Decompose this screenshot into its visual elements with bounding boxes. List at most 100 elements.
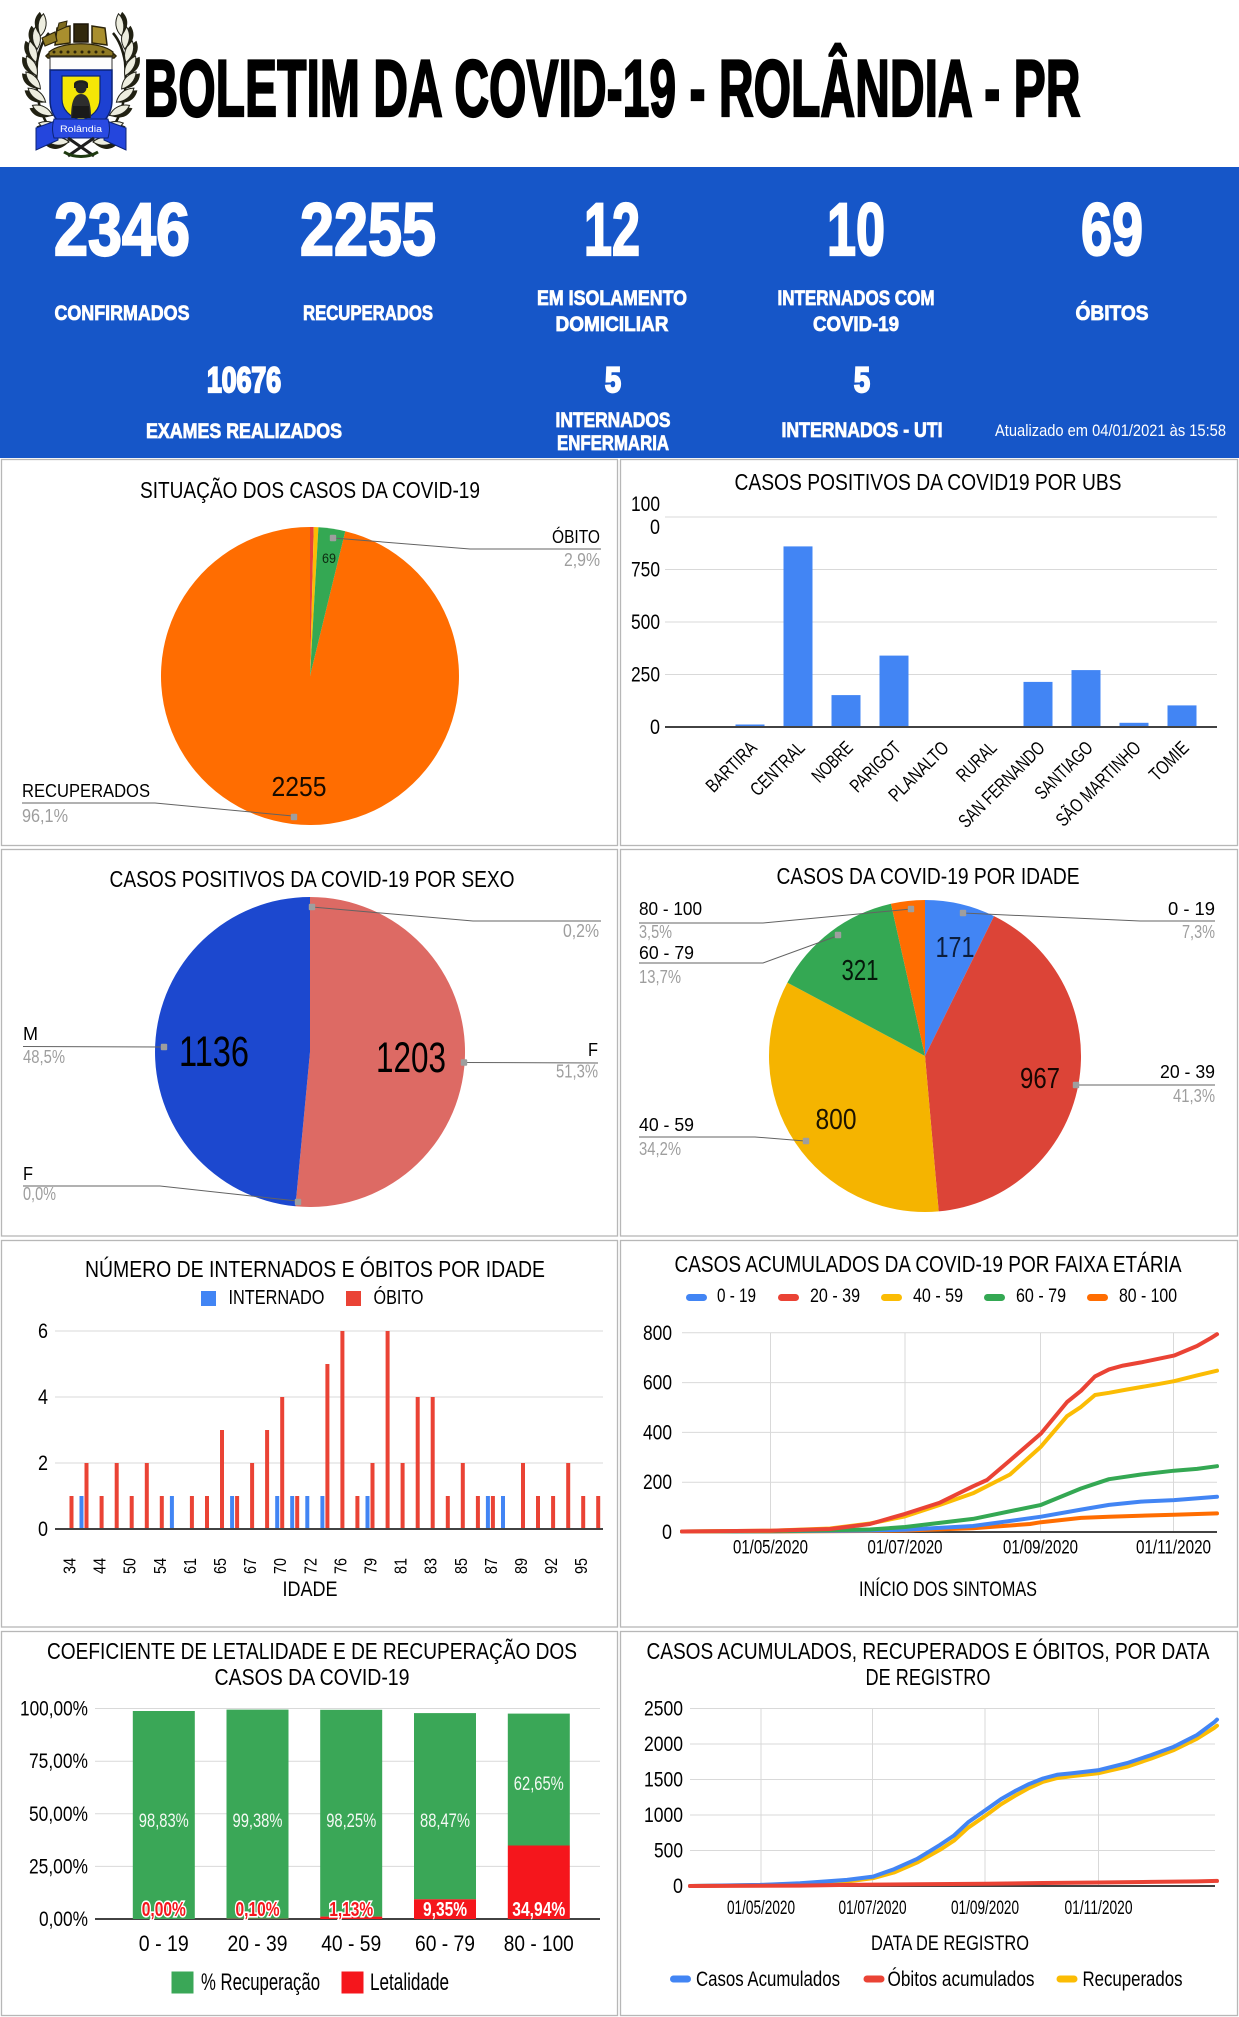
svg-text:98,83%: 98,83%	[139, 1811, 189, 1832]
svg-text:CONFIRMADOS: CONFIRMADOS	[55, 302, 190, 325]
svg-text:34: 34	[60, 1558, 80, 1574]
svg-text:5: 5	[605, 361, 621, 400]
svg-text:2346: 2346	[54, 188, 190, 271]
svg-text:CASOS DA COVID-19 POR IDADE: CASOS DA COVID-19 POR IDADE	[777, 863, 1080, 889]
svg-text:0,2%: 0,2%	[563, 921, 599, 941]
svg-text:01/07/2020: 01/07/2020	[839, 1898, 907, 1919]
svg-text:69: 69	[1081, 188, 1143, 271]
svg-text:Recuperados: Recuperados	[1083, 1968, 1183, 1991]
svg-text:ÓBITO: ÓBITO	[552, 526, 600, 547]
svg-text:INTERNADOS: INTERNADOS	[556, 409, 671, 432]
svg-text:69: 69	[322, 550, 336, 566]
svg-text:400: 400	[643, 1421, 672, 1444]
svg-text:79: 79	[361, 1558, 381, 1574]
svg-text:0: 0	[38, 1518, 48, 1541]
svg-text:RECUPERADOS: RECUPERADOS	[303, 302, 433, 325]
svg-text:321: 321	[842, 955, 879, 987]
svg-text:80 - 100: 80 - 100	[1119, 1286, 1177, 1307]
svg-text:01/07/2020: 01/07/2020	[868, 1538, 943, 1559]
svg-text:1000: 1000	[644, 1804, 683, 1827]
svg-text:M: M	[23, 1024, 38, 1044]
svg-text:200: 200	[643, 1471, 672, 1494]
svg-text:44: 44	[90, 1558, 110, 1574]
svg-text:ENFERMARIA: ENFERMARIA	[557, 432, 669, 455]
svg-text:1500: 1500	[644, 1769, 683, 1792]
svg-text:0: 0	[662, 1521, 672, 1544]
svg-text:171: 171	[936, 932, 975, 964]
svg-text:60 - 79: 60 - 79	[1016, 1286, 1066, 1307]
svg-text:40 - 59: 40 - 59	[913, 1286, 963, 1307]
svg-text:COVID-19: COVID-19	[813, 313, 899, 336]
svg-text:34,94%: 34,94%	[512, 1899, 565, 1921]
svg-text:72: 72	[300, 1558, 320, 1574]
svg-text:750: 750	[631, 559, 660, 582]
svg-text:2000: 2000	[644, 1733, 683, 1756]
svg-text:0: 0	[650, 716, 660, 739]
svg-text:1203: 1203	[376, 1034, 446, 1082]
svg-text:CASOS ACUMULADOS DA COVID-19 P: CASOS ACUMULADOS DA COVID-19 POR FAIXA E…	[675, 1251, 1183, 1277]
svg-text:48,5%: 48,5%	[23, 1047, 65, 1067]
svg-text:500: 500	[654, 1840, 683, 1863]
svg-text:75,00%: 75,00%	[29, 1750, 88, 1773]
svg-text:80 - 100: 80 - 100	[639, 899, 702, 919]
svg-text:41,3%: 41,3%	[1173, 1086, 1215, 1106]
svg-text:61: 61	[180, 1558, 200, 1574]
svg-text:INTERNADOS COM: INTERNADOS COM	[778, 287, 935, 310]
svg-text:54: 54	[150, 1558, 170, 1574]
svg-text:10: 10	[827, 188, 885, 271]
svg-text:5: 5	[854, 361, 870, 400]
svg-text:967: 967	[1020, 1063, 1060, 1095]
svg-text:RECUPERADOS: RECUPERADOS	[22, 781, 150, 801]
svg-text:0,10%: 0,10%	[236, 1899, 280, 1921]
svg-text:50: 50	[120, 1558, 140, 1574]
svg-text:0 - 19: 0 - 19	[139, 1931, 189, 1956]
svg-text:99,38%: 99,38%	[233, 1811, 283, 1832]
svg-text:0 - 19: 0 - 19	[1168, 899, 1215, 919]
svg-text:F: F	[23, 1164, 33, 1184]
svg-text:800: 800	[643, 1322, 672, 1345]
svg-text:COEFICIENTE DE LETALIDADE E DE: COEFICIENTE DE LETALIDADE E DE RECUPERAÇ…	[47, 1638, 577, 1664]
svg-text:CASOS ACUMULADOS, RECUPERADOS: CASOS ACUMULADOS, RECUPERADOS E ÓBITOS, …	[647, 1638, 1211, 1664]
svg-text:67: 67	[240, 1558, 260, 1574]
svg-text:INTERNADOS - UTI: INTERNADOS - UTI	[782, 419, 943, 442]
svg-text:100,00%: 100,00%	[20, 1698, 88, 1721]
svg-text:Atualizado em 04/01/2021 às 15: Atualizado em 04/01/2021 às 15:58	[995, 422, 1226, 440]
svg-text:85: 85	[451, 1558, 471, 1574]
svg-text:76: 76	[330, 1558, 350, 1574]
svg-text:2: 2	[38, 1452, 48, 1475]
svg-text:83: 83	[421, 1558, 441, 1574]
svg-text:CASOS POSITIVOS DA COVID19 POR: CASOS POSITIVOS DA COVID19 POR UBS	[735, 469, 1122, 495]
svg-text:600: 600	[643, 1372, 672, 1395]
svg-text:0,0%: 0,0%	[23, 1184, 56, 1204]
svg-text:INTERNADO: INTERNADO	[229, 1287, 325, 1309]
svg-text:CASOS DA COVID-19: CASOS DA COVID-19	[215, 1664, 410, 1690]
svg-text:Casos Acumulados: Casos Acumulados	[696, 1968, 840, 1991]
svg-text:ÓBITOS: ÓBITOS	[1076, 301, 1149, 325]
svg-text:500: 500	[631, 611, 660, 634]
svg-text:87: 87	[481, 1558, 501, 1574]
svg-text:SITUAÇÃO DOS CASOS DA COVID-19: SITUAÇÃO DOS CASOS DA COVID-19	[140, 477, 480, 503]
svg-text:2,9%: 2,9%	[564, 550, 600, 570]
svg-text:IDADE: IDADE	[283, 1578, 338, 1601]
svg-text:ÓBITO: ÓBITO	[374, 1286, 424, 1309]
svg-text:88,47%: 88,47%	[420, 1811, 470, 1832]
svg-text:25,00%: 25,00%	[29, 1855, 88, 1878]
svg-text:9,35%: 9,35%	[423, 1899, 467, 1921]
svg-text:40 - 59: 40 - 59	[321, 1931, 381, 1956]
svg-text:2255: 2255	[272, 771, 327, 802]
svg-text:Rolândia: Rolândia	[60, 124, 102, 134]
svg-text:96,1%: 96,1%	[22, 806, 68, 826]
svg-text:10676: 10676	[207, 361, 281, 400]
svg-text:4: 4	[38, 1386, 48, 1409]
svg-text:INÍCIO DOS SINTOMAS: INÍCIO DOS SINTOMAS	[859, 1578, 1037, 1601]
svg-text:80 - 100: 80 - 100	[504, 1931, 574, 1956]
svg-text:95: 95	[571, 1558, 591, 1574]
svg-text:01/11/2020: 01/11/2020	[1136, 1538, 1211, 1559]
svg-text:0,00%: 0,00%	[142, 1899, 186, 1921]
svg-text:01/09/2020: 01/09/2020	[951, 1898, 1019, 1919]
svg-text:51,3%: 51,3%	[556, 1062, 598, 1082]
svg-text:65: 65	[210, 1558, 230, 1574]
svg-text:0,00%: 0,00%	[39, 1908, 88, 1931]
svg-text:0 - 19: 0 - 19	[717, 1286, 756, 1307]
svg-text:7,3%: 7,3%	[1182, 922, 1215, 942]
